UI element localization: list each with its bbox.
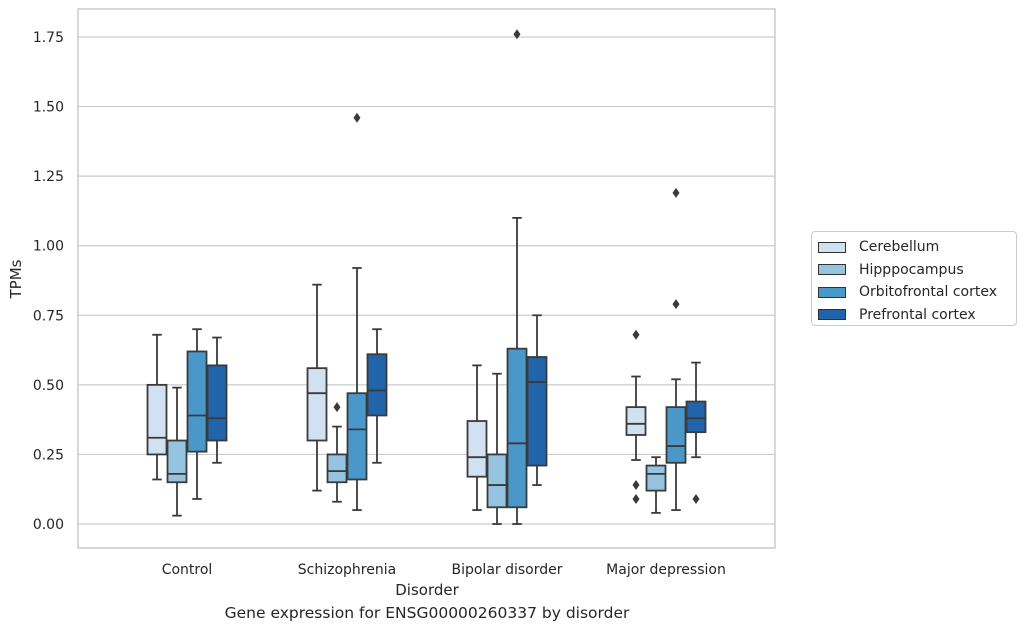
box-cerebellum xyxy=(306,283,328,492)
legend-label: Hipppocampus xyxy=(859,261,964,278)
box-hipppocampus xyxy=(166,386,188,517)
y-tick-label: 0.50 xyxy=(33,378,64,394)
box-body xyxy=(506,347,528,509)
outlier-point xyxy=(632,480,640,491)
outlier-point xyxy=(632,329,640,340)
box-body xyxy=(526,356,548,467)
y-tick-label: 1.75 xyxy=(33,30,64,46)
box-body xyxy=(625,406,647,436)
legend-item-cerebellum: Cerebellum xyxy=(818,236,1016,259)
box-hipppocampus xyxy=(645,456,667,514)
box-body xyxy=(366,353,388,417)
box-body xyxy=(685,400,707,434)
box-body xyxy=(645,464,667,492)
legend-swatch xyxy=(818,309,846,321)
box-body xyxy=(326,453,348,484)
box-body xyxy=(146,383,168,456)
plot-frame xyxy=(77,8,776,549)
outlier-point xyxy=(632,493,640,504)
y-tick-label: 0.75 xyxy=(33,308,64,324)
outlier-point xyxy=(672,299,680,310)
outlier-point xyxy=(672,187,680,198)
box-orbitofrontal-cortex xyxy=(506,29,528,525)
box-body xyxy=(306,367,328,442)
legend-swatch xyxy=(818,264,846,276)
box-body xyxy=(466,420,488,478)
legend-swatch xyxy=(818,241,846,253)
box-prefrontal-cortex xyxy=(366,328,388,464)
box-hipppocampus xyxy=(326,402,348,503)
y-tick-labels: 0.00 0.25 0.50 0.75 1.00 1.25 1.50 1.75 xyxy=(33,30,64,533)
box-body xyxy=(186,350,208,453)
box-prefrontal-cortex xyxy=(206,336,228,464)
box-orbitofrontal-cortex xyxy=(186,328,208,500)
legend-label: Prefrontal cortex xyxy=(859,306,976,323)
x-tick-label: Control xyxy=(162,562,213,578)
box-body xyxy=(166,439,188,484)
outlier-point xyxy=(513,29,521,40)
box-hipppocampus xyxy=(486,372,508,525)
box-body xyxy=(486,453,508,509)
legend: Cerebellum Hipppocampus Orbitofrontal co… xyxy=(811,231,1017,326)
y-tick-label: 0.00 xyxy=(33,517,64,533)
legend-label: Cerebellum xyxy=(859,239,940,256)
box-body xyxy=(665,406,687,464)
x-tick-labels: Control Schizophrenia Bipolar disorder Majo… xyxy=(162,562,726,578)
box-body xyxy=(206,364,228,442)
legend-item-prefrontal-cortex: Prefrontal cortex xyxy=(818,304,1016,327)
outlier-point xyxy=(333,402,341,413)
x-axis-label: Disorder xyxy=(395,581,459,599)
legend-label: Orbitofrontal cortex xyxy=(859,284,997,301)
y-tick-label: 1.50 xyxy=(33,100,64,116)
legend-item-orbitofrontal-cortex: Orbitofrontal cortex xyxy=(818,281,1016,304)
box-plots xyxy=(146,29,707,525)
y-tick-label: 1.25 xyxy=(33,169,64,185)
y-axis-label: TPMs xyxy=(7,259,25,299)
y-tick-label: 1.00 xyxy=(33,239,64,255)
box-cerebellum xyxy=(146,333,168,481)
x-tick-label: Major depression xyxy=(606,562,726,578)
outlier-point xyxy=(353,112,361,123)
box-body xyxy=(346,392,368,481)
box-prefrontal-cortex xyxy=(526,314,548,486)
y-tick-label: 0.25 xyxy=(33,447,64,463)
legend-swatch xyxy=(818,286,846,298)
box-prefrontal-cortex xyxy=(685,361,707,504)
outlier-point xyxy=(692,493,700,504)
box-cerebellum xyxy=(466,364,488,511)
x-tick-label: Schizophrenia xyxy=(298,562,396,578)
x-tick-label: Bipolar disorder xyxy=(451,562,562,578)
box-orbitofrontal-cortex xyxy=(346,112,368,511)
chart-title: Gene expression for ENSG00000260337 by d… xyxy=(224,604,630,622)
box-orbitofrontal-cortex xyxy=(665,187,687,511)
box-cerebellum xyxy=(625,329,647,504)
legend-item-hippocampus: Hipppocampus xyxy=(818,259,1016,282)
